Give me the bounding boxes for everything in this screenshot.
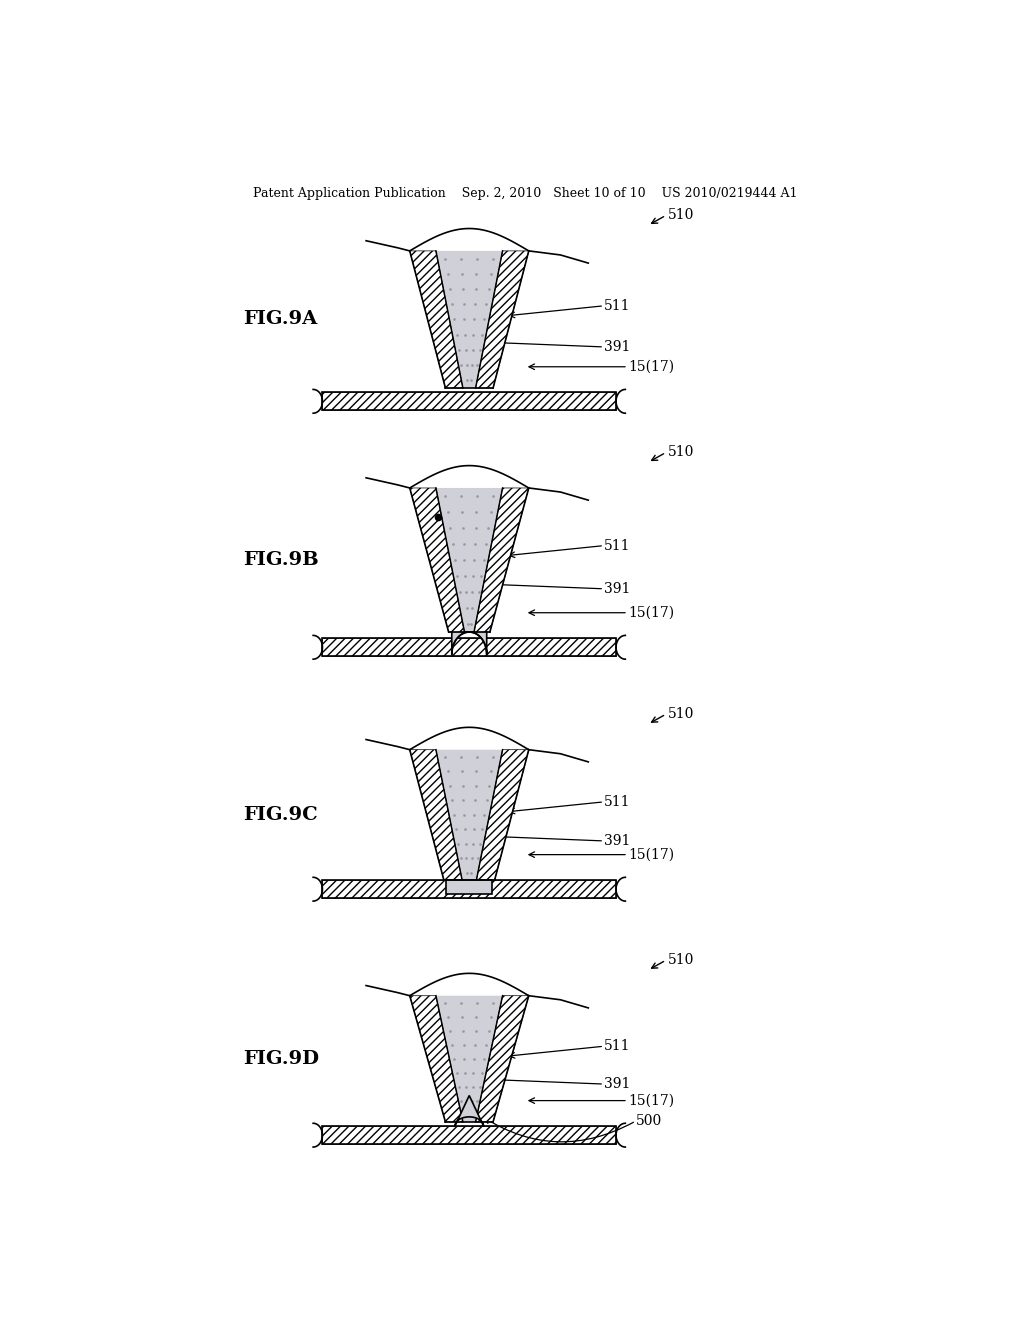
Polygon shape xyxy=(410,750,462,880)
Polygon shape xyxy=(323,638,616,656)
Text: 510: 510 xyxy=(668,445,694,459)
Text: 510: 510 xyxy=(668,209,694,222)
Polygon shape xyxy=(323,392,616,411)
Text: 510: 510 xyxy=(668,708,694,721)
Text: 511: 511 xyxy=(604,539,631,553)
Polygon shape xyxy=(436,750,503,880)
Text: FIG.9D: FIG.9D xyxy=(243,1049,319,1068)
Polygon shape xyxy=(436,251,503,388)
Polygon shape xyxy=(475,251,528,388)
Polygon shape xyxy=(446,880,493,894)
Polygon shape xyxy=(410,995,463,1122)
Text: FIG.9A: FIG.9A xyxy=(243,310,317,329)
Text: 511: 511 xyxy=(604,795,631,809)
Text: 391: 391 xyxy=(604,341,631,354)
Polygon shape xyxy=(410,251,463,388)
Polygon shape xyxy=(323,1126,616,1144)
Text: Patent Application Publication    Sep. 2, 2010   Sheet 10 of 10    US 2010/02194: Patent Application Publication Sep. 2, 2… xyxy=(253,187,797,201)
Polygon shape xyxy=(455,1096,483,1126)
Text: 391: 391 xyxy=(604,834,631,847)
Polygon shape xyxy=(452,632,486,655)
Text: 511: 511 xyxy=(604,1039,631,1053)
Polygon shape xyxy=(436,995,503,1122)
Text: 510: 510 xyxy=(668,953,694,968)
Text: 500: 500 xyxy=(636,1114,663,1127)
Polygon shape xyxy=(474,488,528,632)
Text: FIG.9B: FIG.9B xyxy=(243,550,318,569)
Text: 15(17): 15(17) xyxy=(628,360,674,374)
Polygon shape xyxy=(475,995,528,1122)
Text: 391: 391 xyxy=(604,582,631,595)
Text: 15(17): 15(17) xyxy=(628,1093,674,1107)
Polygon shape xyxy=(436,488,503,632)
Polygon shape xyxy=(476,750,528,880)
Text: FIG.9C: FIG.9C xyxy=(243,807,317,824)
Polygon shape xyxy=(323,880,616,899)
Polygon shape xyxy=(410,488,465,632)
Text: 391: 391 xyxy=(604,1077,631,1092)
Text: 511: 511 xyxy=(604,298,631,313)
Text: 15(17): 15(17) xyxy=(628,847,674,862)
Text: 15(17): 15(17) xyxy=(628,606,674,619)
